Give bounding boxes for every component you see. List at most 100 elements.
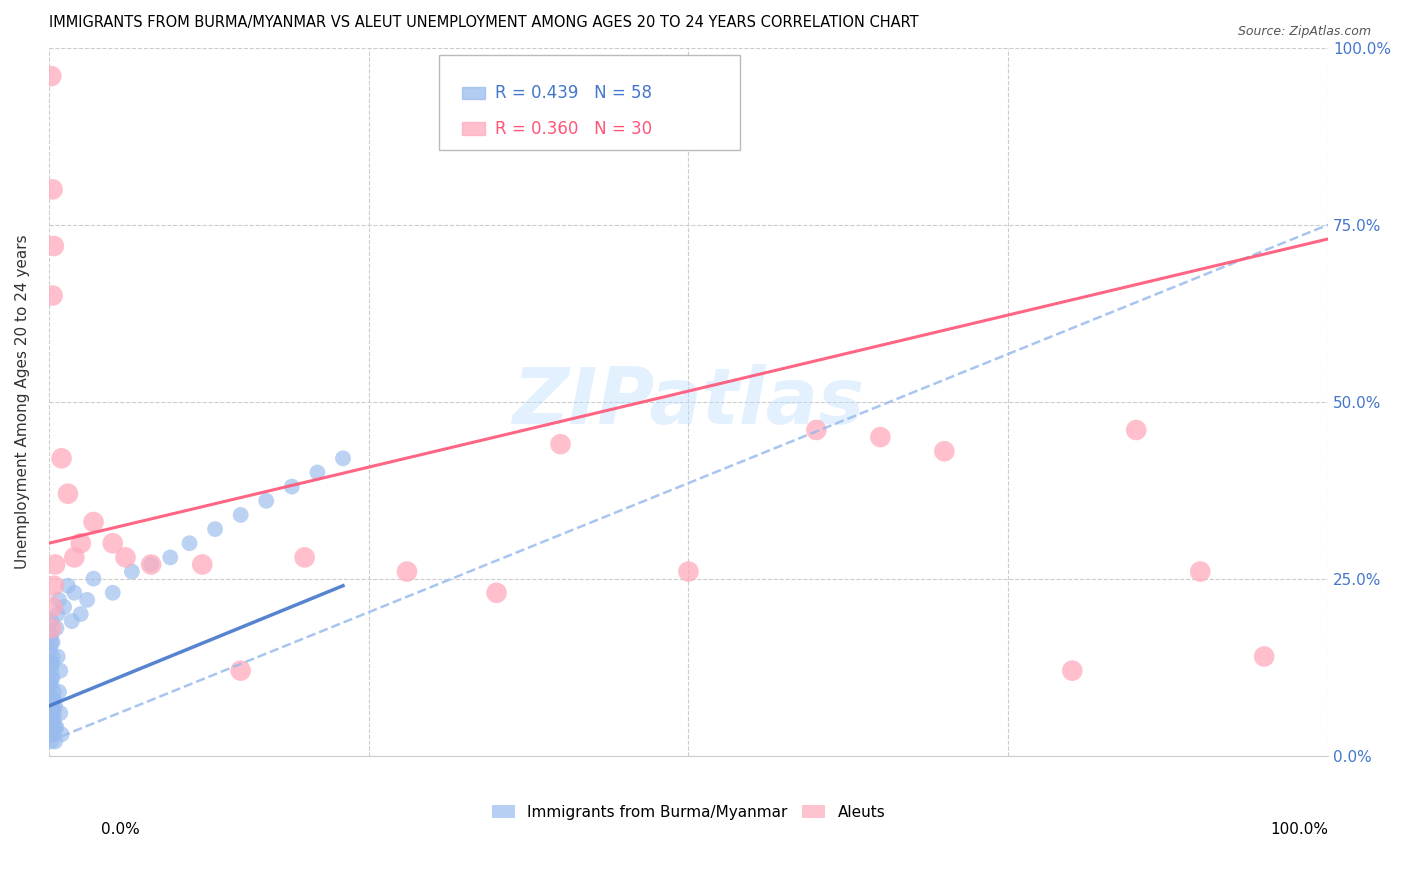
- Text: 0.0%: 0.0%: [101, 822, 141, 837]
- Point: [41, 671, 63, 685]
- Point: [44, 734, 66, 748]
- Point: [41, 182, 63, 196]
- Bar: [463, 87, 485, 99]
- Point: [121, 565, 143, 579]
- Y-axis label: Unemployment Among Ages 20 to 24 years: Unemployment Among Ages 20 to 24 years: [15, 235, 30, 569]
- Point: [48, 592, 70, 607]
- Point: [39, 678, 62, 692]
- Point: [229, 664, 252, 678]
- Point: [806, 423, 828, 437]
- Point: [101, 586, 124, 600]
- Point: [76, 592, 98, 607]
- Point: [42, 706, 65, 720]
- Point: [39, 671, 62, 685]
- Point: [53, 599, 76, 614]
- Point: [39, 734, 62, 748]
- Point: [56, 579, 79, 593]
- Point: [204, 522, 226, 536]
- Point: [550, 437, 572, 451]
- Text: ZIPatlas: ZIPatlas: [512, 364, 865, 440]
- Point: [42, 685, 65, 699]
- Point: [114, 550, 136, 565]
- Point: [60, 614, 83, 628]
- Point: [41, 649, 63, 664]
- Point: [41, 713, 63, 727]
- Point: [63, 550, 86, 565]
- Text: Source: ZipAtlas.com: Source: ZipAtlas.com: [1237, 25, 1371, 38]
- Point: [83, 515, 105, 529]
- Point: [42, 239, 65, 253]
- Point: [179, 536, 201, 550]
- Point: [49, 706, 72, 720]
- Point: [1125, 423, 1147, 437]
- Point: [1253, 649, 1275, 664]
- Point: [307, 466, 329, 480]
- Point: [159, 550, 181, 565]
- Point: [39, 614, 62, 628]
- Point: [39, 628, 62, 642]
- Point: [934, 444, 956, 458]
- Point: [46, 649, 69, 664]
- Point: [39, 678, 62, 692]
- Point: [39, 657, 62, 671]
- Point: [229, 508, 252, 522]
- Point: [139, 558, 162, 572]
- Point: [41, 288, 63, 302]
- Point: [42, 727, 65, 741]
- Point: [41, 635, 63, 649]
- Text: R = 0.439   N = 58: R = 0.439 N = 58: [495, 84, 652, 102]
- Point: [41, 692, 63, 706]
- Point: [41, 727, 63, 741]
- Point: [869, 430, 891, 444]
- Point: [56, 486, 79, 500]
- Point: [45, 621, 67, 635]
- Point: [678, 565, 700, 579]
- Point: [281, 480, 304, 494]
- Point: [191, 558, 214, 572]
- Point: [395, 565, 418, 579]
- Point: [41, 699, 63, 714]
- Point: [41, 599, 63, 614]
- Point: [254, 493, 277, 508]
- Point: [51, 451, 73, 466]
- Point: [49, 664, 72, 678]
- Point: [44, 699, 66, 714]
- Point: [46, 607, 69, 621]
- Point: [39, 635, 62, 649]
- Point: [51, 727, 73, 741]
- Point: [485, 586, 508, 600]
- Point: [41, 657, 63, 671]
- Point: [45, 720, 67, 734]
- Point: [139, 558, 162, 572]
- Point: [83, 572, 105, 586]
- Legend: Immigrants from Burma/Myanmar, Aleuts: Immigrants from Burma/Myanmar, Aleuts: [485, 798, 891, 826]
- Text: R = 0.360   N = 30: R = 0.360 N = 30: [495, 120, 652, 137]
- Point: [42, 713, 65, 727]
- Point: [44, 720, 66, 734]
- Point: [39, 692, 62, 706]
- FancyBboxPatch shape: [439, 55, 740, 151]
- Point: [44, 558, 66, 572]
- Point: [42, 692, 65, 706]
- Bar: [463, 122, 485, 135]
- Point: [332, 451, 354, 466]
- Point: [69, 607, 91, 621]
- Point: [39, 621, 62, 635]
- Point: [69, 536, 91, 550]
- Point: [39, 642, 62, 657]
- Text: IMMIGRANTS FROM BURMA/MYANMAR VS ALEUT UNEMPLOYMENT AMONG AGES 20 TO 24 YEARS CO: IMMIGRANTS FROM BURMA/MYANMAR VS ALEUT U…: [49, 15, 918, 30]
- Point: [101, 536, 124, 550]
- Text: 100.0%: 100.0%: [1271, 822, 1329, 837]
- Point: [48, 685, 70, 699]
- Point: [39, 664, 62, 678]
- Point: [1062, 664, 1084, 678]
- Point: [39, 69, 62, 83]
- Point: [39, 713, 62, 727]
- Point: [1189, 565, 1212, 579]
- Point: [39, 706, 62, 720]
- Point: [294, 550, 316, 565]
- Point: [41, 720, 63, 734]
- Point: [41, 699, 63, 714]
- Point: [63, 586, 86, 600]
- Point: [42, 579, 65, 593]
